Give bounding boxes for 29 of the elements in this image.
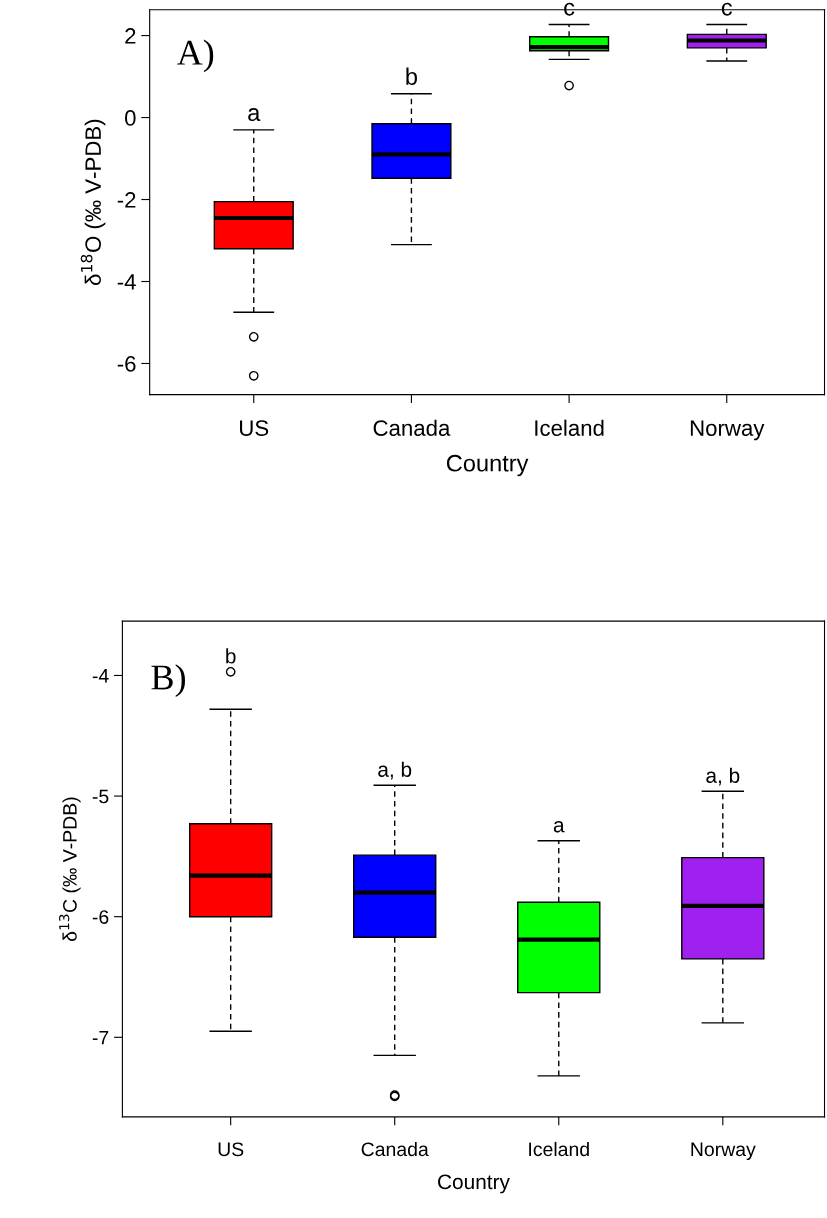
y-tick-label: -7 xyxy=(92,1030,109,1045)
annotation: a xyxy=(553,821,565,833)
annotation: A) xyxy=(177,39,214,73)
x-tick-label: US xyxy=(218,1142,244,1157)
annotation: a xyxy=(248,108,261,122)
annotation: b xyxy=(226,648,236,664)
x-tick-label: Iceland xyxy=(529,1141,589,1157)
y-tick-label: -4 xyxy=(92,669,109,683)
annotation: a, b xyxy=(378,761,412,780)
x-tick-label: Norway xyxy=(690,420,765,441)
y-axis-title: δ$^{13}$C (‰ V-PDB) xyxy=(59,797,81,942)
annotation: B) xyxy=(151,664,186,698)
x-tick-label: Canada xyxy=(373,419,451,436)
annotation: b xyxy=(406,67,417,85)
x-tick-label: Norway xyxy=(691,1142,756,1161)
x-tick-label: US xyxy=(240,420,269,436)
y-tick-label: 0 xyxy=(125,110,136,126)
y-tick-label: -6 xyxy=(117,356,136,372)
x-axis-title: Country xyxy=(438,1174,510,1194)
y-tick-label: -4 xyxy=(117,274,136,290)
y-tick-label: 2 xyxy=(125,28,136,44)
y-tick-label: -6 xyxy=(92,910,109,924)
x-axis-title: Country xyxy=(446,454,529,477)
x-tick-label: Canada xyxy=(361,1141,429,1157)
annotation: a, b xyxy=(706,767,740,786)
x-tick-label: Iceland xyxy=(535,419,604,436)
y-tick-label: -2 xyxy=(117,192,136,208)
y-tick-label: -5 xyxy=(92,789,109,804)
y-axis-title: δ$^{18}$O (‰ V-PDB) xyxy=(80,119,106,286)
